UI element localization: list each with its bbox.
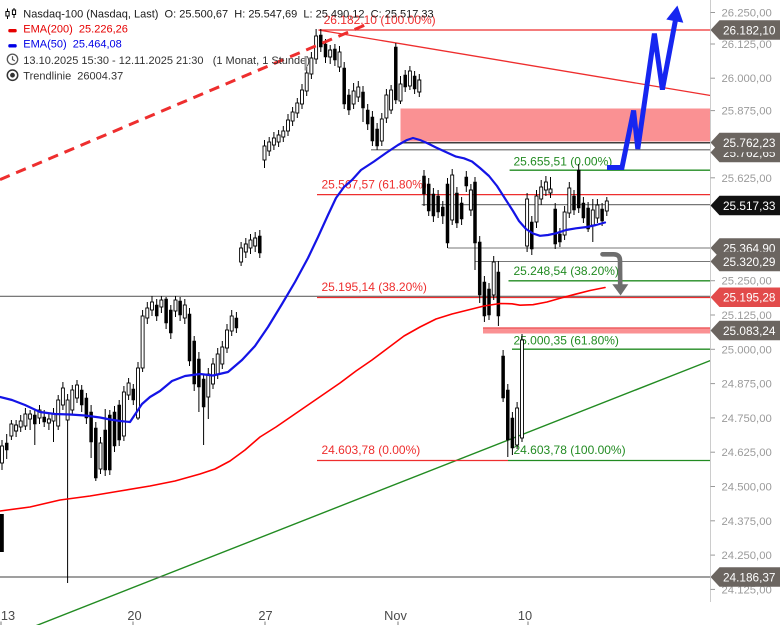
svg-text:Nov: Nov — [384, 608, 407, 623]
svg-text:EMA(50) 25.464,08: EMA(50) 25.464,08 — [23, 39, 121, 51]
svg-text:24.625,00: 24.625,00 — [722, 447, 772, 459]
svg-text:25.125,00: 25.125,00 — [722, 310, 772, 322]
svg-text:24.603,78 (100.00%): 24.603,78 (100.00%) — [514, 443, 626, 457]
svg-text:13.10.2025 15:30 - 12.11.2025: 13.10.2025 15:30 - 12.11.2025 21:30 (1 M… — [23, 55, 310, 67]
svg-text:26.182,10: 26.182,10 — [723, 23, 776, 37]
svg-text:24.375,00: 24.375,00 — [722, 516, 772, 528]
svg-text:25.250,00: 25.250,00 — [722, 276, 772, 288]
svg-text:25.000,35 (61.80%): 25.000,35 (61.80%) — [514, 334, 619, 348]
svg-text:25.517,33: 25.517,33 — [723, 199, 776, 213]
svg-text:25.655,51 (0.00%): 25.655,51 (0.00%) — [514, 155, 613, 169]
svg-text:26.182,10 (100.00%): 26.182,10 (100.00%) — [324, 13, 436, 27]
svg-text:27: 27 — [258, 608, 272, 623]
svg-text:25.320,29: 25.320,29 — [723, 255, 775, 269]
svg-text:25.248,54 (38.20%): 25.248,54 (38.20%) — [514, 264, 619, 278]
svg-text:24.186,37: 24.186,37 — [723, 570, 775, 584]
svg-text:Trendlinie 26004.37: Trendlinie 26004.37 — [23, 70, 123, 82]
svg-text:26.250,00: 26.250,00 — [722, 8, 772, 20]
svg-text:24.500,00: 24.500,00 — [722, 482, 772, 494]
svg-text:EMA(200) 25.226,26: EMA(200) 25.226,26 — [23, 24, 128, 36]
svg-text:26.000,00: 26.000,00 — [722, 73, 772, 85]
svg-text:Nasdaq-100 (Nasdaq, Last) O:: Nasdaq-100 (Nasdaq, Last) O: 25.500,67 H… — [23, 9, 433, 21]
svg-text:25.875,00: 25.875,00 — [722, 106, 772, 118]
svg-text:25.762,23: 25.762,23 — [723, 136, 776, 150]
svg-text:25.195,28: 25.195,28 — [723, 291, 776, 305]
svg-text:20: 20 — [127, 608, 141, 623]
svg-text:25.195,14 (38.20%): 25.195,14 (38.20%) — [322, 280, 427, 294]
svg-text:24.250,00: 24.250,00 — [722, 550, 772, 562]
svg-text:26.125,00: 26.125,00 — [722, 39, 772, 51]
svg-text:24.603,78 (0.00%): 24.603,78 (0.00%) — [322, 443, 421, 457]
svg-text:24.750,00: 24.750,00 — [722, 413, 772, 425]
svg-text:25.567,57 (61.80%): 25.567,57 (61.80%) — [322, 178, 427, 192]
svg-text:24.125,00: 24.125,00 — [722, 584, 772, 596]
svg-text:13: 13 — [1, 608, 15, 623]
svg-text:24.875,00: 24.875,00 — [722, 379, 772, 391]
svg-text:25.083,24: 25.083,24 — [723, 324, 776, 338]
svg-text:10: 10 — [518, 608, 532, 623]
svg-text:25.000,00: 25.000,00 — [722, 344, 772, 356]
svg-text:25.625,00: 25.625,00 — [722, 173, 772, 185]
